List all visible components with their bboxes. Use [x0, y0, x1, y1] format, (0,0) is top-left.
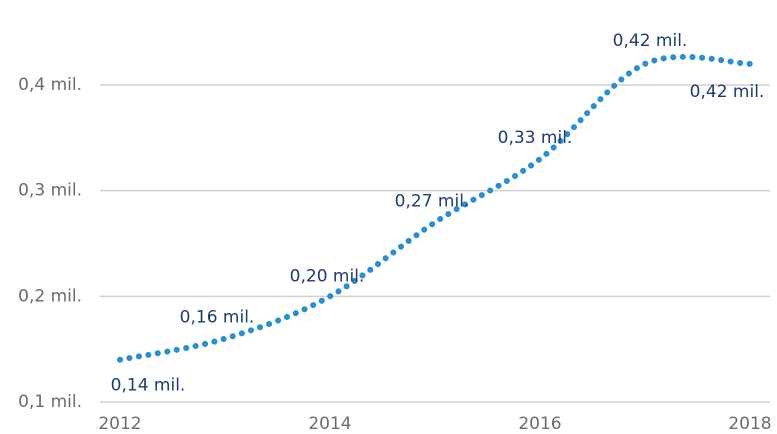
- x-tick-label: 2014: [308, 414, 351, 434]
- data-label: 0,16 mil.: [180, 308, 255, 328]
- data-label: 0,33 mil.: [498, 128, 573, 148]
- y-tick-label: 0,2 mil.: [18, 286, 82, 306]
- data-label: 0,42 mil.: [690, 82, 765, 102]
- data-label: 0,27 mil.: [395, 191, 470, 211]
- data-label: 0,20 mil.: [290, 266, 365, 286]
- data-label: 0,42 mil.: [613, 31, 688, 51]
- x-tick-label: 2012: [98, 414, 141, 434]
- y-tick-label: 0,3 mil.: [18, 181, 82, 201]
- x-tick-label: 2018: [728, 414, 771, 434]
- x-tick-label: 2016: [518, 414, 561, 434]
- data-label: 0,14 mil.: [111, 376, 186, 396]
- y-tick-label: 0,4 mil.: [18, 75, 82, 95]
- y-tick-label: 0,1 mil.: [18, 392, 82, 412]
- line: [117, 53, 753, 363]
